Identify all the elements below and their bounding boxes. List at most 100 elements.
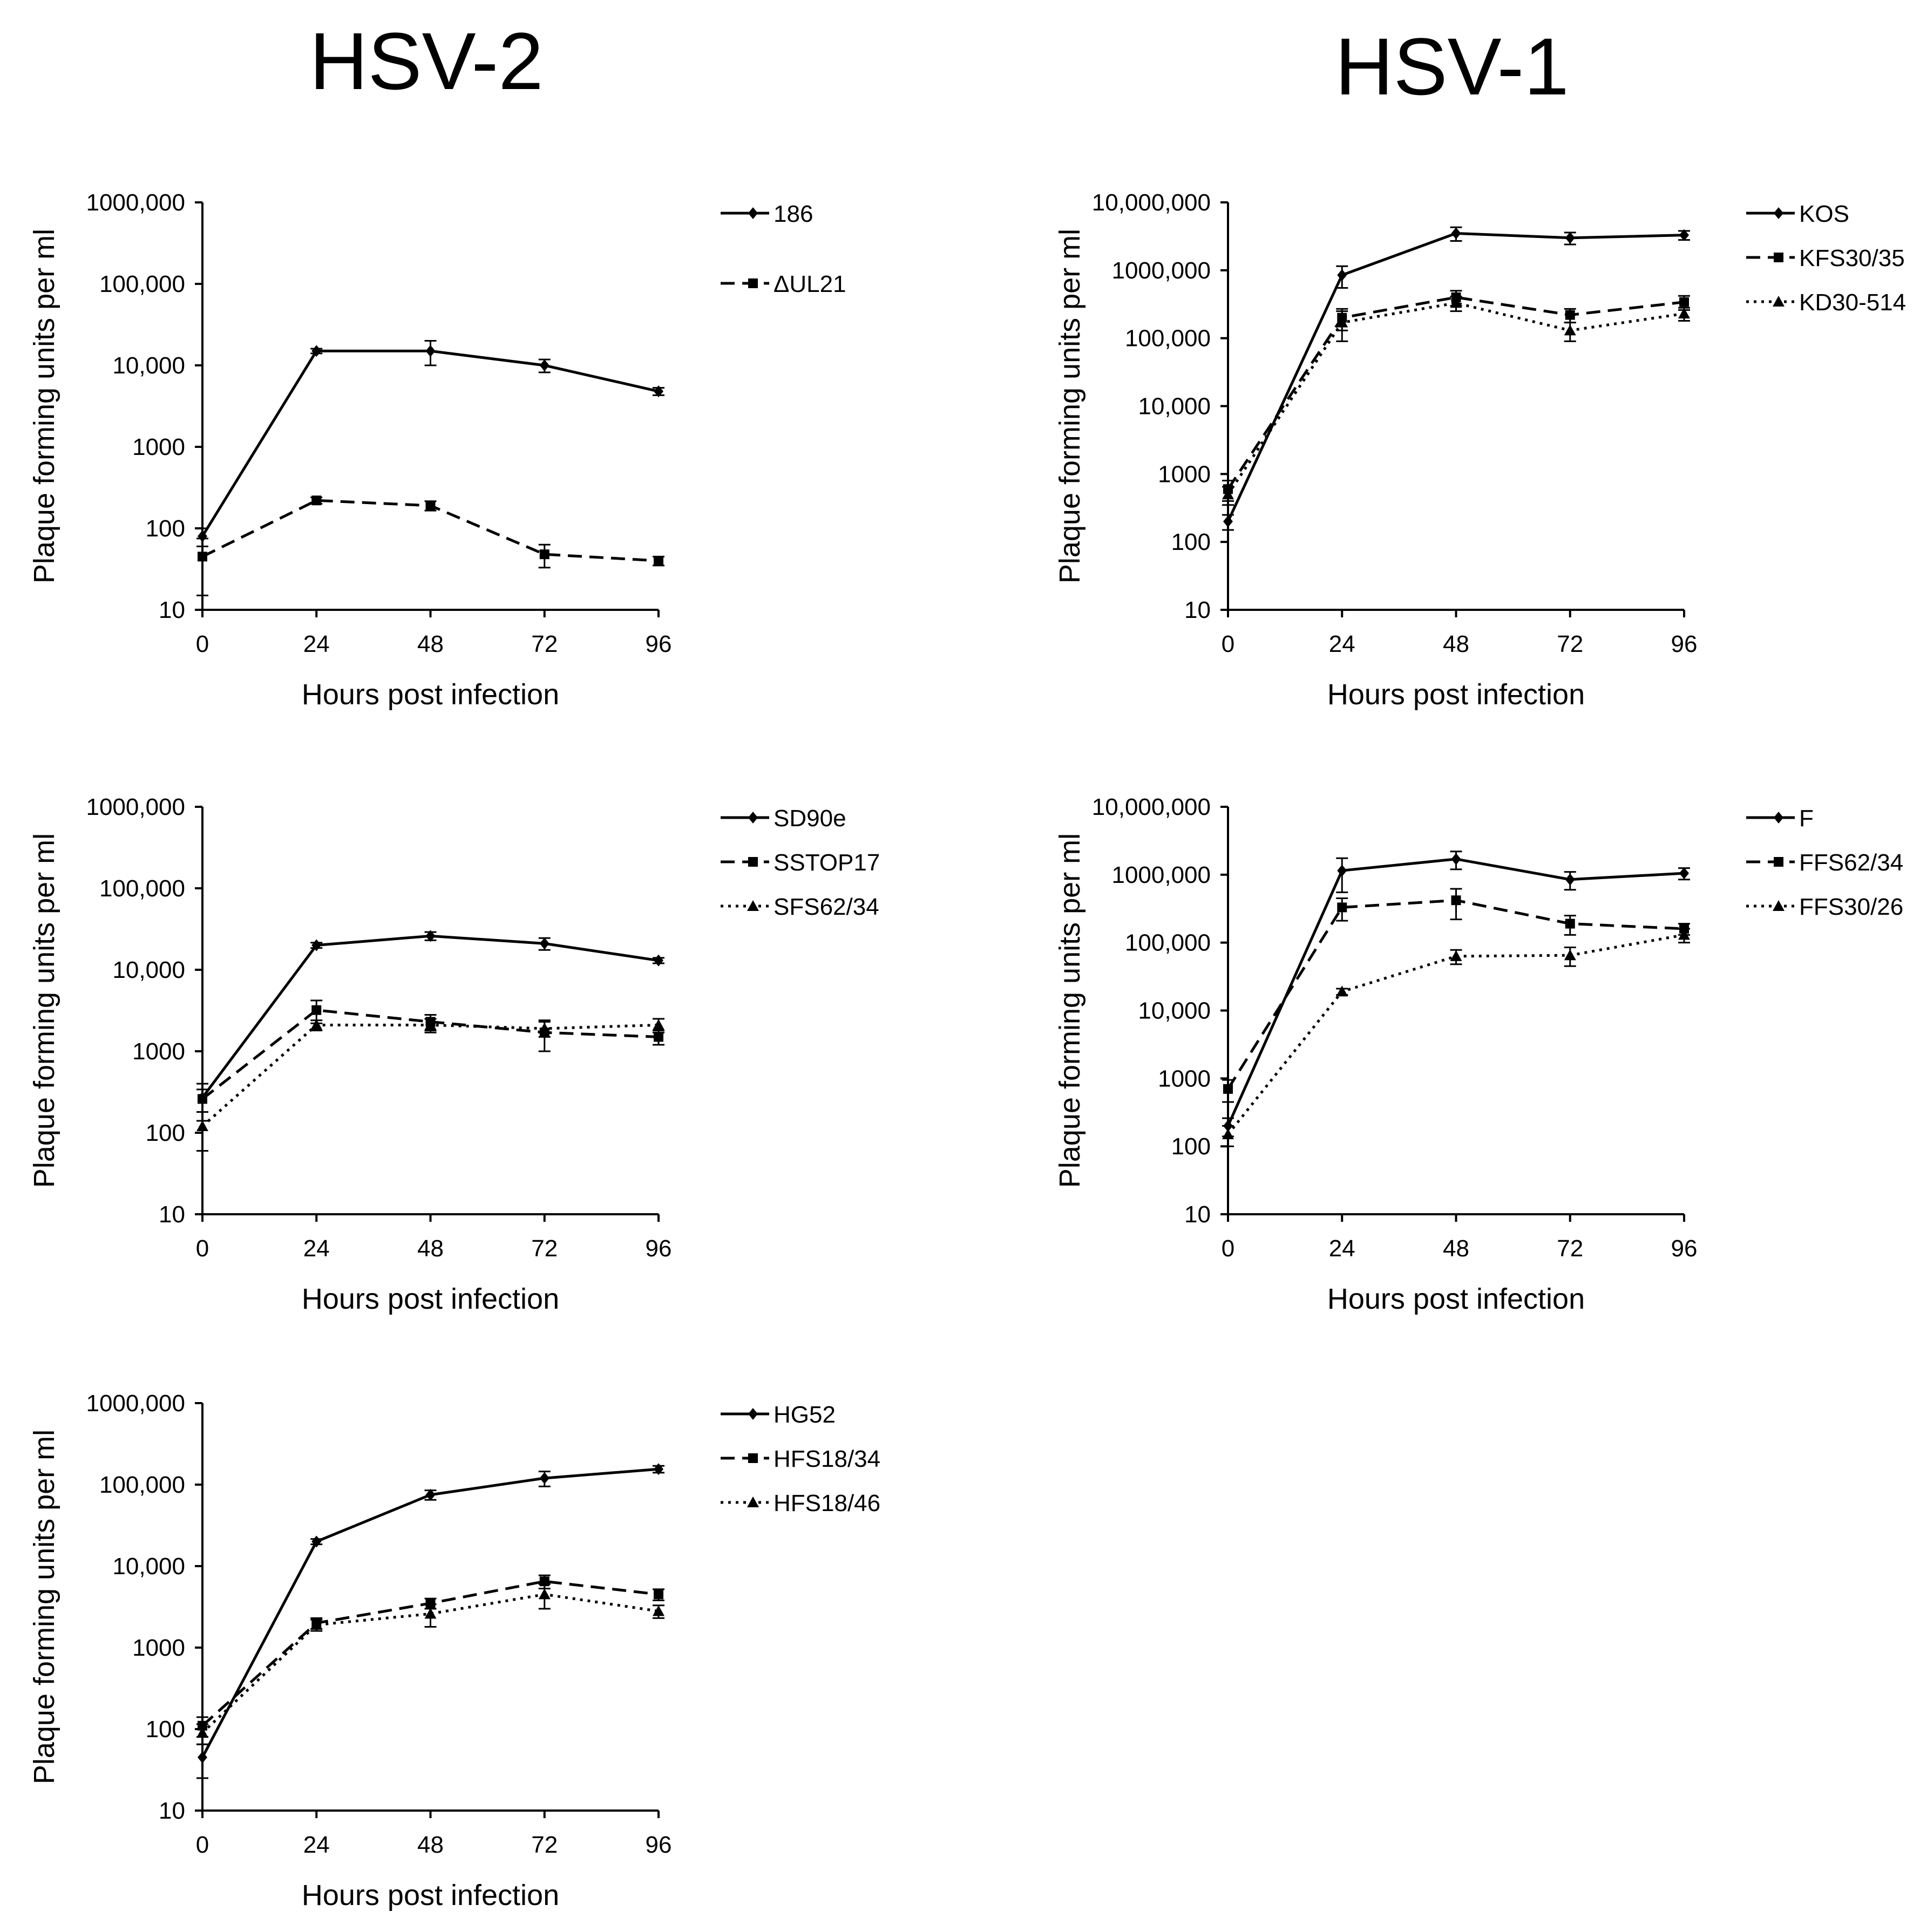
legend-label: FFS62/34 [1799, 849, 1903, 876]
data-point [311, 345, 322, 357]
legend-label: HFS18/46 [774, 1490, 880, 1516]
series-line [1226, 899, 1685, 1090]
legend: HG52 HFS18/34 HFS18/46 [721, 1402, 880, 1516]
x-tick-label: 48 [417, 631, 444, 657]
series-1 [1222, 226, 1690, 531]
series-line [1226, 296, 1685, 490]
legend-label: HFS18/34 [774, 1446, 880, 1472]
data-point [311, 939, 322, 951]
series-2 [1222, 290, 1690, 502]
x-tick-label: 0 [196, 1235, 209, 1262]
x-axis-label: Hours post infection [1327, 678, 1585, 711]
series-line [1226, 301, 1685, 495]
data-point [1336, 985, 1348, 997]
legend-label: KOS [1799, 201, 1849, 227]
y-tick-label: 1000 [1158, 461, 1211, 487]
data-point [425, 930, 436, 942]
x-tick-label: 24 [1329, 631, 1355, 657]
x-tick-label: 72 [1557, 631, 1583, 657]
y-tick-label: 10,000,000 [1092, 189, 1211, 216]
series-3 [1222, 296, 1690, 506]
data-point [1451, 895, 1461, 906]
data-point [1337, 902, 1347, 913]
chart-panel-5: 10 100 1000 10,000 100,000 1000,000 0 24 48 72 96 H… [28, 1390, 880, 1911]
data-point [424, 1019, 437, 1030]
y-tick-label: 10,000 [112, 352, 185, 379]
series-1 [196, 1463, 664, 1779]
legend-marker [748, 278, 758, 288]
series-3 [1222, 928, 1690, 1147]
y-tick-label: 1000,000 [86, 189, 185, 216]
data-point [310, 1019, 323, 1030]
data-point [654, 385, 663, 398]
x-tick-label: 48 [1443, 1235, 1469, 1262]
legend: 186 ΔUL21 [721, 201, 846, 297]
data-point [1337, 865, 1347, 877]
data-point [425, 1488, 436, 1501]
x-tick-label: 0 [1222, 1235, 1234, 1262]
x-axis-label: Hours post infection [302, 1283, 559, 1315]
y-tick-label: 10 [159, 597, 185, 623]
data-point [1451, 227, 1461, 240]
chart-panel-4: 10 100 1000 10,000 100,000 1000,000 10,000,000… [1054, 794, 1903, 1315]
data-point [538, 1588, 551, 1600]
y-axis-label: Plaque forming units per ml [28, 1430, 60, 1784]
data-point [1678, 308, 1690, 319]
y-tick-label: 1000,000 [86, 1390, 185, 1417]
legend: KOS KFS30/35 KD30-514 [1746, 201, 1906, 316]
y-tick-label: 1000,000 [86, 794, 185, 820]
data-point [1679, 867, 1689, 880]
legend-marker [1774, 857, 1783, 867]
data-point [198, 1751, 207, 1764]
legend-marker [1773, 296, 1785, 307]
y-tick-label: 100 [146, 1716, 185, 1743]
x-tick-label: 24 [303, 1832, 330, 1858]
data-point [425, 500, 436, 511]
y-axis-label: Plaque forming units per ml [28, 833, 60, 1188]
legend-label: SFS62/34 [774, 894, 879, 920]
x-tick-label: 0 [196, 1832, 209, 1858]
legend-marker [748, 1408, 758, 1420]
x-tick-label: 96 [1671, 631, 1698, 657]
data-point [425, 345, 436, 357]
y-tick-label: 100 [1171, 529, 1211, 555]
data-point [1336, 316, 1348, 328]
legend-label: 186 [774, 201, 813, 227]
x-tick-label: 96 [646, 1832, 672, 1858]
column-title-hsv2: HSV-2 [309, 16, 544, 106]
x-tick-label: 48 [1443, 631, 1469, 657]
data-point [1679, 229, 1689, 241]
data-point [198, 552, 207, 562]
data-point [1450, 950, 1462, 961]
y-tick-label: 10 [1184, 597, 1211, 623]
x-tick-label: 96 [646, 1235, 672, 1262]
data-point [198, 1094, 207, 1104]
legend-label: KFS30/35 [1799, 245, 1905, 271]
series-line [1227, 933, 1685, 1135]
data-point [424, 1608, 437, 1619]
x-tick-label: 0 [196, 631, 209, 657]
data-point [654, 556, 663, 566]
y-tick-label: 1000 [132, 434, 185, 460]
data-point [1451, 853, 1461, 865]
legend-marker [747, 900, 759, 911]
series-2 [196, 1574, 664, 1738]
legend-marker [1774, 207, 1783, 219]
legend-label: SSTOP17 [774, 849, 880, 876]
data-point [653, 1605, 664, 1616]
y-tick-label: 100 [146, 1120, 185, 1146]
x-tick-label: 72 [531, 1832, 558, 1858]
legend-marker [748, 857, 758, 867]
data-point [1565, 919, 1575, 929]
chart-panel-1: 10 100 1000 10,000 100,000 1000,000 0 24 48 72 96 H… [28, 189, 846, 711]
y-tick-label: 10 [1184, 1201, 1211, 1228]
y-tick-label: 1000,000 [1111, 862, 1211, 888]
y-tick-label: 100,000 [99, 875, 185, 902]
data-point [539, 1472, 549, 1485]
legend-label: KD30-514 [1799, 289, 1906, 316]
y-tick-label: 10,000 [112, 957, 185, 983]
x-tick-label: 96 [646, 631, 672, 657]
column-title-hsv1: HSV-1 [1335, 21, 1569, 112]
x-tick-label: 24 [1329, 1235, 1355, 1262]
